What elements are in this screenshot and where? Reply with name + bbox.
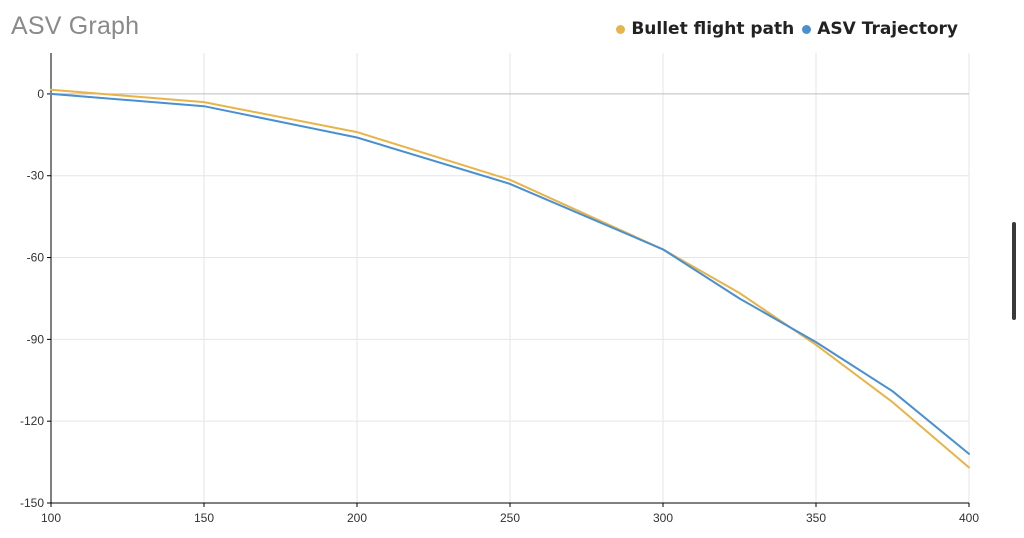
y-tick-label--90: -90 — [27, 332, 45, 346]
chart-title: ASV Graph — [11, 12, 140, 40]
x-tick-label-250: 250 — [500, 511, 520, 525]
x-tick-label-200: 200 — [347, 511, 367, 525]
legend-label-bullet: Bullet flight path — [631, 19, 795, 39]
y-tick-label--30: -30 — [27, 169, 45, 183]
line-chart: 100 150 200 250 300 350 400 0 -30 -60 -90 -120 -150 — [20, 53, 979, 525]
legend-item-bullet-flight-path[interactable]: Bullet flight path — [616, 19, 794, 39]
y-tick-label-0: 0 — [37, 87, 44, 101]
series-line-asv-trajectory — [50, 92, 970, 455]
x-tick-label-350: 350 — [806, 511, 826, 525]
y-tick-label--120: -120 — [20, 414, 44, 428]
legend-label-asv: ASV Trajectory — [817, 19, 958, 39]
legend-dot-asv — [802, 24, 812, 34]
x-tick-label-150: 150 — [194, 511, 214, 525]
x-tick-label-400: 400 — [959, 511, 979, 525]
x-tick-label-300: 300 — [653, 511, 673, 525]
legend-item-asv-trajectory[interactable]: ASV Trajectory — [802, 19, 958, 39]
chart-legend: Bullet flight path ASV Trajectory — [608, 19, 958, 39]
x-tick-label-100: 100 — [41, 511, 61, 525]
legend-dot-bullet — [616, 24, 626, 34]
y-tick-label--150: -150 — [20, 496, 44, 510]
scroll-handle[interactable] — [1012, 222, 1016, 320]
y-tick-label--60: -60 — [27, 251, 45, 265]
